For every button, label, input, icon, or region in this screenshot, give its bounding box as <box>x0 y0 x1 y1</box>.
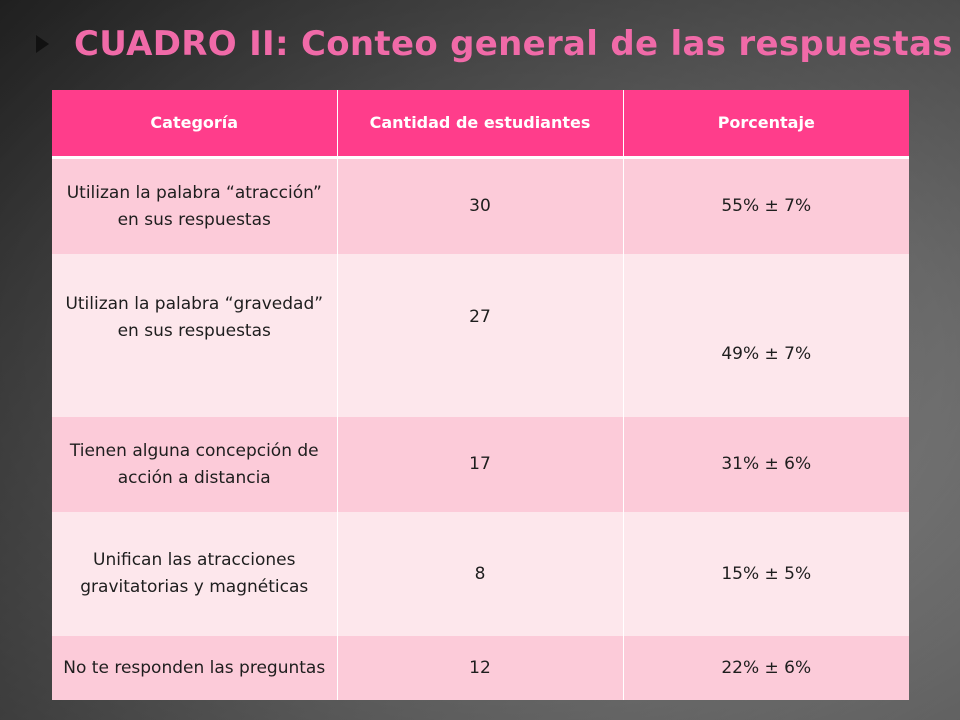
category-cell: No te responden las preguntas <box>52 636 338 700</box>
slide-title: CUADRO II: Conteo general de las respues… <box>74 24 953 64</box>
responses-table: Categoría Cantidad de estudiantes Porcen… <box>52 90 909 700</box>
count-cell: 17 <box>337 417 624 512</box>
percent-cell: 15% ± 5% <box>623 512 909 636</box>
count-cell: 8 <box>337 512 624 636</box>
triangle-arrow-icon <box>36 35 49 53</box>
count-cell: 12 <box>337 636 624 700</box>
header-percentage: Porcentaje <box>623 90 909 159</box>
category-cell: Unifican las atracciones gravitatorias y… <box>52 512 338 636</box>
table-row: Utilizan la palabra “atracción” en sus r… <box>52 157 909 254</box>
percent-cell: 22% ± 6% <box>623 636 909 700</box>
count-cell: 27 <box>337 254 624 417</box>
count-cell: 30 <box>337 157 624 254</box>
header-student-count: Cantidad de estudiantes <box>337 90 624 159</box>
table-row: Utilizan la palabra “gravedad” en sus re… <box>52 254 909 417</box>
header-category: Categoría <box>52 90 338 159</box>
table-row: No te responden las preguntas 12 22% ± 6… <box>52 636 909 700</box>
table-row: Unifican las atracciones gravitatorias y… <box>52 512 909 636</box>
table-header-row: Categoría Cantidad de estudiantes Porcen… <box>52 90 909 159</box>
table-row: Tienen alguna concepción de acción a dis… <box>52 417 909 512</box>
percent-cell: 55% ± 7% <box>623 157 909 254</box>
percent-cell: 49% ± 7% <box>623 254 909 417</box>
category-cell: Utilizan la palabra “gravedad” en sus re… <box>52 254 338 417</box>
category-cell: Utilizan la palabra “atracción” en sus r… <box>52 157 338 254</box>
percent-cell: 31% ± 6% <box>623 417 909 512</box>
category-cell: Tienen alguna concepción de acción a dis… <box>52 417 338 512</box>
